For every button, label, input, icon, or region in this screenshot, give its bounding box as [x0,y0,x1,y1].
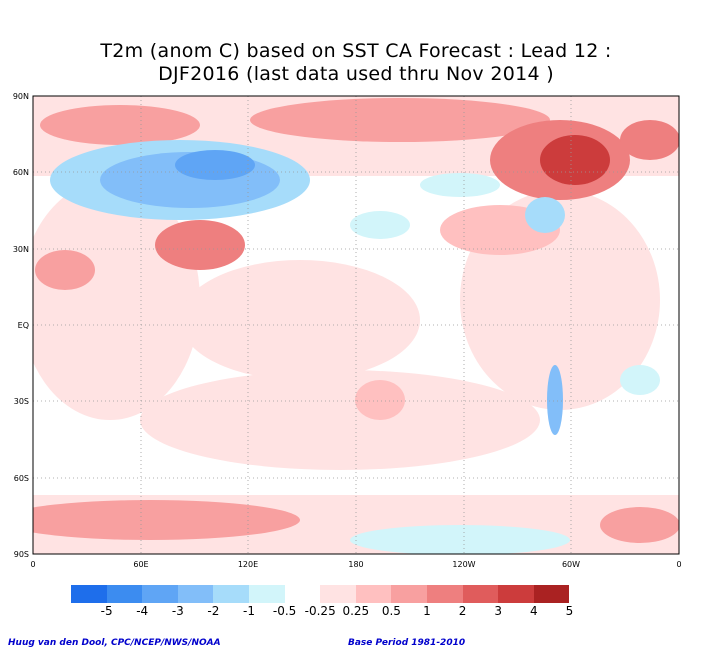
map-title-line2: DJF2016 (last data used thru Nov 2014 ) [158,63,554,85]
colorbar-label: 5 [565,604,574,618]
lon-label: 120E [238,560,258,569]
colorbar-label: -0.25 [304,604,336,618]
lon-label: 0 [676,560,681,569]
colorbar-swatch [498,585,534,603]
colorbar-swatch [248,585,285,603]
lon-label: 180 [348,560,363,569]
pacific-cold [350,211,410,239]
map-field [33,96,679,554]
map-title-line1: T2m (anom C) based on SST CA Forecast : … [100,40,612,62]
arctic-ocean-warm [250,98,550,142]
lat-label: 90S [14,550,29,559]
andes-cold [547,365,563,435]
lat-label: 60N [13,168,29,177]
antarctic-cold [350,525,570,554]
colorbar-label: -0.5 [272,604,297,618]
colorbar-label: 3 [494,604,503,618]
colorbar-label: -3 [171,604,184,618]
colorbar-label: -1 [243,604,255,618]
colorbar-swatch [284,585,321,603]
lon-label: 120W [452,560,475,569]
map-frame [32,95,680,555]
lat-label: 30N [13,245,29,254]
colorbar-swatch [391,585,427,603]
base-period-text: Base Period 1981-2010 [348,638,466,648]
antarctic-warm-2 [600,507,679,543]
colorbar [71,585,570,603]
credit-text: Huug van den Dool, CPC/NCEP/NWS/NOAA [8,638,221,648]
colorbar-swatch [71,585,107,603]
lon-label: 60W [562,560,580,569]
lon-label: 60E [133,560,148,569]
antarctic-warm-1 [33,500,300,540]
colorbar-swatch [355,585,392,603]
colorbar-label: 0.5 [381,604,401,618]
greenland-warm [620,120,679,160]
colorbar-label: -4 [136,604,149,618]
colorbar-swatch [106,585,143,603]
colorbar-swatch [533,585,570,603]
colorbar-swatch [320,585,356,603]
siberia-cold-core [175,150,255,180]
lon-label: 0 [30,560,35,569]
lat-label: 90N [13,92,29,101]
greenland-sea-warm [40,105,200,145]
lat-label: 30S [14,397,29,406]
colorbar-label: 1 [423,604,431,618]
lon-axis: 0 60E 120E 180 120W 60W 0 [30,560,681,569]
graticule [33,96,679,554]
colorbar-label: 2 [458,604,467,618]
lat-axis: 90N 60N 30N EQ 30S 60S 90S [13,92,29,559]
lat-label: EQ [18,321,29,330]
tibet-warm [155,220,245,270]
colorbar-label: 4 [529,604,538,618]
us-cold [525,197,565,233]
sahara-warm [35,250,95,290]
colorbar-swatch [142,585,178,603]
south-pacific-warm [355,380,405,420]
colorbar-label: -5 [100,604,113,618]
colorbar-swatch [177,585,214,603]
southern-warm-region [140,370,540,470]
indian-ocean-warm-region [180,260,420,380]
colorbar-label: 0.25 [342,604,370,618]
canada-warm-core [540,135,610,185]
alaska-cold [420,173,500,197]
south-atlantic-cold [620,365,660,395]
colorbar-label: -2 [207,604,220,618]
colorbar-swatch [213,585,249,603]
colorbar-swatch [426,585,463,603]
colorbar-swatch [462,585,499,603]
lat-label: 60S [14,474,29,483]
